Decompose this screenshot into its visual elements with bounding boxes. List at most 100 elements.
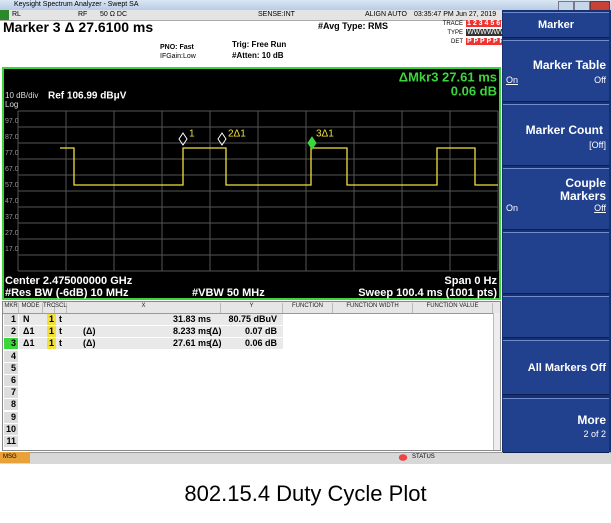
trace: 1 2 3 4 5 6 bbox=[466, 20, 502, 27]
cell-trc: 1 bbox=[47, 338, 57, 350]
rf: RF bbox=[78, 11, 88, 18]
grid bbox=[17, 110, 499, 272]
trace-display: 1 2Δ1 3Δ1 ΔMkr3 27.61 ms 0.06 dB 10 dB/d… bbox=[2, 67, 501, 300]
cell-mode: N bbox=[23, 314, 30, 324]
sweep: Sweep 100.4 ms (1001 pts) bbox=[358, 287, 497, 299]
row-number: 3 bbox=[4, 338, 18, 350]
row-number: 10 bbox=[4, 423, 18, 435]
softkey-header: Marker bbox=[503, 12, 609, 38]
pno: PNO: Fast bbox=[160, 44, 194, 51]
column-header: SCL bbox=[55, 303, 67, 313]
coupling: 50 Ω DC bbox=[100, 11, 128, 18]
on: On bbox=[506, 203, 519, 213]
type-label: TYPE bbox=[447, 30, 463, 36]
row-background bbox=[19, 338, 283, 350]
align: ALIGN AUTO bbox=[365, 11, 407, 18]
y-label: 87.0 bbox=[5, 134, 19, 141]
cell-mode: Δ1 bbox=[23, 338, 35, 349]
scale: 10 dB/div bbox=[5, 91, 38, 100]
cell-y: 0.07 dB bbox=[244, 326, 277, 337]
y-label: 37.0 bbox=[5, 214, 19, 221]
y-label: 17.0 bbox=[5, 246, 19, 253]
status-bar bbox=[0, 452, 611, 464]
vbw: #VBW 50 MHz bbox=[192, 287, 265, 299]
cell-x: 27.61 ms bbox=[172, 338, 211, 349]
row-number: 8 bbox=[4, 399, 18, 411]
column-header: FUNCTION bbox=[283, 303, 333, 313]
cell-scl: t bbox=[59, 314, 62, 324]
msg: MSG bbox=[0, 452, 30, 463]
y-label: 97.0 bbox=[5, 118, 19, 125]
ifgain: IFGain:Low bbox=[160, 53, 196, 60]
all-markers-off-key[interactable]: All Markers Off bbox=[503, 340, 609, 395]
marker-table-key[interactable]: Marker Table On Off bbox=[503, 40, 609, 102]
table-header bbox=[3, 302, 500, 314]
label: Marker Count bbox=[525, 123, 603, 137]
label: More bbox=[577, 413, 606, 427]
row-number: 9 bbox=[4, 411, 18, 423]
column-header: Y bbox=[221, 303, 283, 313]
avg-type: #Avg Type: RMS bbox=[318, 21, 389, 31]
cell-scl: t bbox=[59, 338, 62, 349]
span: Span 0 Hz bbox=[444, 275, 497, 287]
status-row bbox=[0, 10, 502, 21]
window-title: Keysight Spectrum Analyzer - Swept SA bbox=[14, 1, 139, 8]
display-background bbox=[2, 67, 501, 300]
cell-xref: (Δ) bbox=[83, 338, 96, 349]
blank-key[interactable] bbox=[503, 296, 609, 338]
marker-count-key[interactable]: Marker Count [Off] bbox=[503, 104, 609, 166]
on: On bbox=[506, 75, 519, 85]
more-key[interactable]: More 2 of 2 bbox=[503, 398, 609, 453]
column-header: FUNCTION WIDTH bbox=[333, 303, 413, 313]
column-header: MODE bbox=[19, 303, 43, 313]
delta-marker: ΔMkr3 27.61 ms bbox=[399, 69, 497, 84]
blank-key[interactable] bbox=[503, 232, 609, 294]
row-background bbox=[19, 326, 283, 338]
cell-yref: (Δ) bbox=[209, 326, 222, 337]
row-number: 2 bbox=[4, 326, 18, 338]
trace-line bbox=[60, 147, 498, 186]
log: Log bbox=[5, 100, 18, 109]
marker-diamond bbox=[307, 136, 317, 150]
row-number: 6 bbox=[4, 375, 18, 386]
det: P P P P P P bbox=[466, 38, 506, 45]
column-header: MKR bbox=[4, 303, 19, 313]
cell-x: 31.83 ms bbox=[172, 314, 211, 324]
y-label: 47.0 bbox=[5, 198, 19, 205]
row-number: 5 bbox=[4, 362, 18, 374]
delta-value: 0.06 dB bbox=[451, 83, 497, 98]
row-number: 7 bbox=[4, 387, 18, 399]
marker-label: 3Δ1 bbox=[316, 129, 334, 140]
column-header: TRC bbox=[43, 303, 55, 313]
marker-readout: Marker 3 Δ 27.6100 ms bbox=[3, 19, 154, 35]
scrollbar bbox=[493, 313, 500, 450]
status[interactable]: STATUS bbox=[412, 454, 435, 460]
column-header: X bbox=[67, 303, 221, 313]
cell-trc: 1 bbox=[47, 314, 57, 325]
page: 2 of 2 bbox=[583, 429, 606, 439]
res-bw: #Res BW (-6dB) 10 MHz bbox=[5, 287, 129, 299]
row-number: 1 bbox=[4, 314, 18, 325]
label: Couple Markers bbox=[559, 176, 606, 203]
column-header: FUNCTION VALUE bbox=[413, 303, 493, 313]
title-bar bbox=[0, 0, 611, 10]
det-label: DET bbox=[451, 39, 463, 45]
cell-y: 80.75 dBuV bbox=[228, 314, 277, 324]
cell-mode: Δ1 bbox=[23, 326, 35, 337]
label: Marker Table bbox=[532, 58, 606, 72]
cell-xref: (Δ) bbox=[83, 326, 96, 337]
trig: Trig: Free Run bbox=[232, 40, 287, 49]
cell-trc: 1 bbox=[47, 326, 57, 338]
atten: #Atten: 10 dB bbox=[232, 51, 284, 60]
indicator bbox=[0, 10, 9, 20]
marker-diamond bbox=[217, 132, 227, 146]
couple-markers-key[interactable]: Couple Markers On Off bbox=[503, 168, 609, 230]
y-label: 27.0 bbox=[5, 230, 19, 237]
y-label: 77.0 bbox=[5, 150, 19, 157]
state: [Off] bbox=[589, 140, 606, 150]
marker-label: 1 bbox=[189, 129, 195, 140]
status-icon bbox=[398, 454, 408, 461]
off: Off bbox=[594, 203, 606, 213]
marker-table: MKR MODE TRC SCL X Y FUNCTION FUNCTION WIDTH FUN… bbox=[2, 301, 501, 451]
